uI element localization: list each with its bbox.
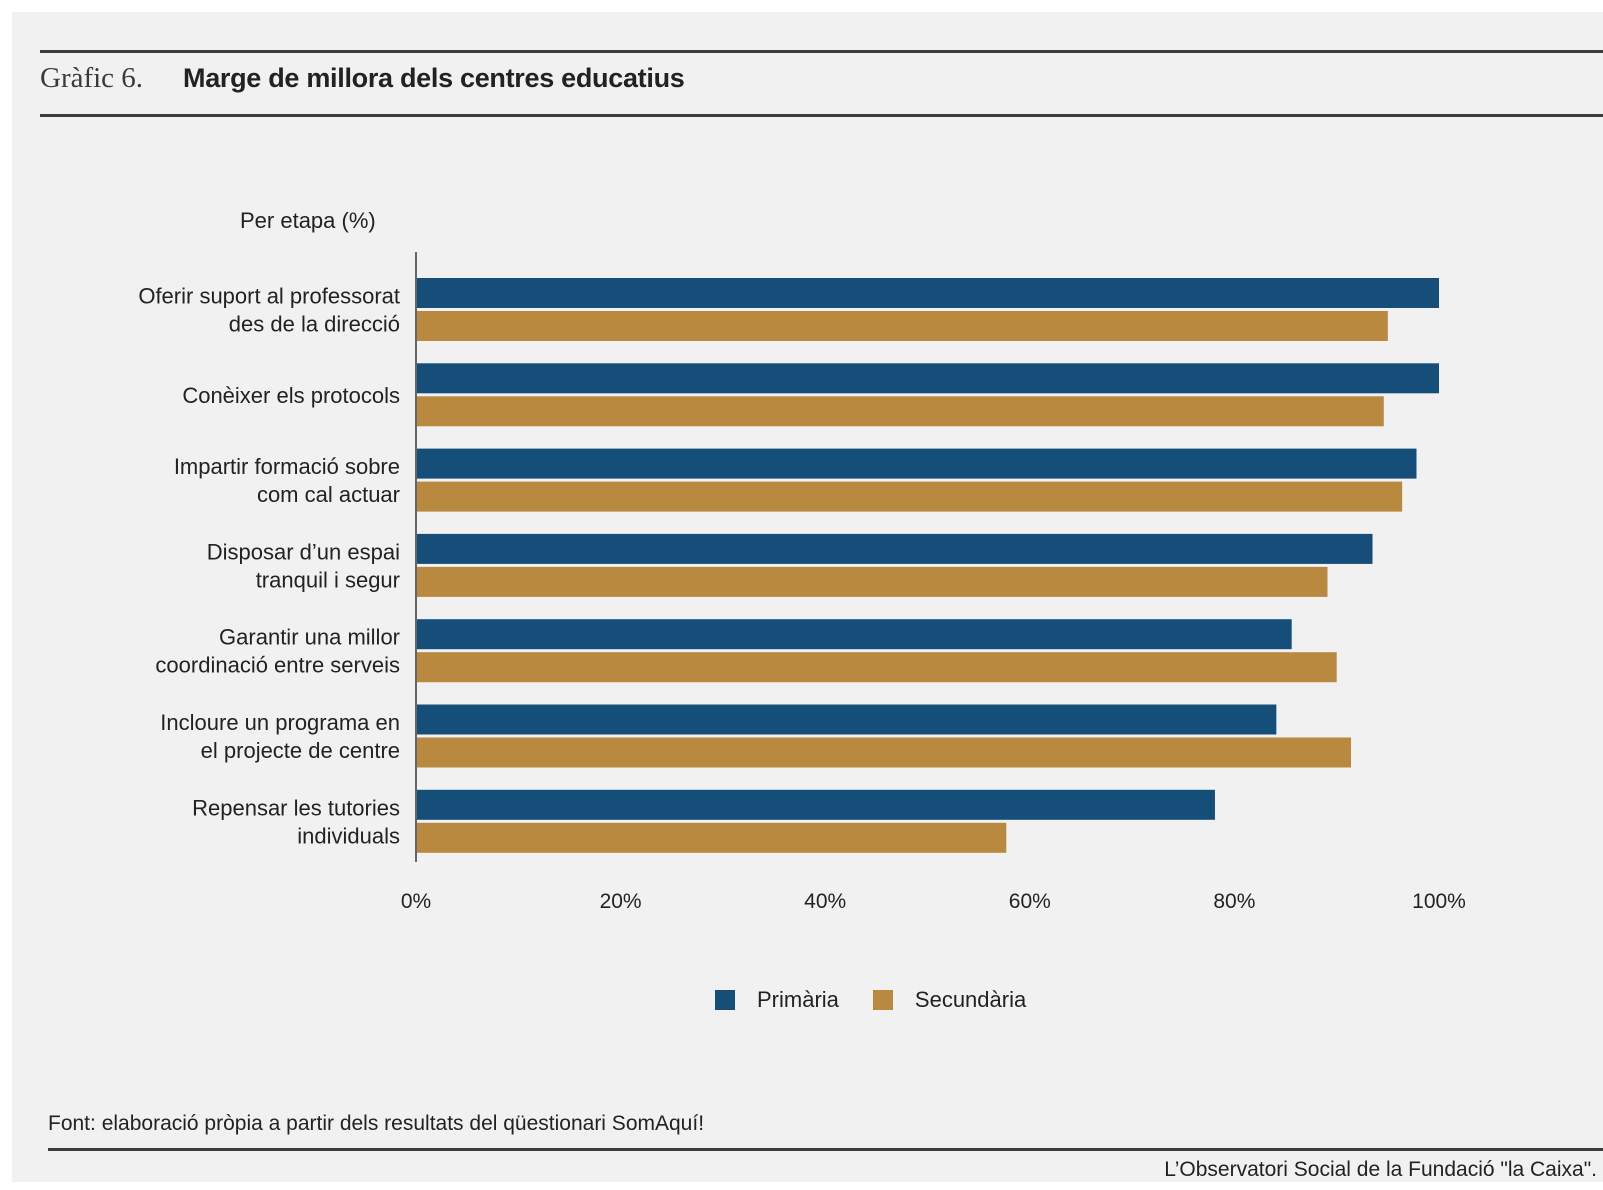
category-label-2: Impartir formació sobre com cal actuar xyxy=(174,454,400,507)
x-tick-label: 100% xyxy=(1412,890,1466,913)
bar-secundaria-6 xyxy=(416,822,1007,853)
chart-panel xyxy=(12,12,1603,1182)
chart-subtitle: Per etapa (%) xyxy=(240,208,376,233)
bar-primaria-2 xyxy=(416,448,1417,479)
x-tick-label: 80% xyxy=(1213,890,1255,913)
legend-label-secundaria: Secundària xyxy=(914,987,1027,1012)
legend-label-primaria: Primària xyxy=(757,987,839,1012)
figure-number: Gràfic 6. xyxy=(40,62,144,94)
legend-item-primaria: Primària xyxy=(715,987,839,1013)
bar-secundaria-3 xyxy=(416,566,1328,597)
x-tick-label: 60% xyxy=(1009,890,1051,913)
legend-item-secundaria: Secundària xyxy=(872,987,1027,1013)
bar-primaria-3 xyxy=(416,533,1373,564)
top-rule xyxy=(40,50,1603,53)
source-note: Font: elaboració pròpia a partir dels re… xyxy=(48,1112,705,1135)
category-label-6: Repensar les tutories individuals xyxy=(192,795,400,848)
bar-primaria-6 xyxy=(416,789,1215,820)
bar-primaria-1 xyxy=(416,363,1439,394)
category-label-3: Disposar d’un espai tranquil i segur xyxy=(207,539,400,592)
category-label-1: Conèixer els protocols xyxy=(182,383,400,408)
category-label-5: Incloure un programa en el projecte de ce… xyxy=(160,710,400,763)
bar-secundaria-1 xyxy=(416,396,1384,427)
category-label-0: Oferir suport al professorat des de la di… xyxy=(138,284,400,337)
bar-secundaria-4 xyxy=(416,652,1337,683)
x-tick-label: 20% xyxy=(600,890,642,913)
bar-primaria-5 xyxy=(416,704,1277,735)
x-tick-label: 0% xyxy=(401,890,431,913)
legend: Primària Secundària xyxy=(715,985,1060,1015)
bar-secundaria-5 xyxy=(416,737,1352,768)
legend-swatch-primaria xyxy=(715,990,735,1010)
legend-swatch-secundaria xyxy=(872,990,893,1010)
chart-title: Marge de millora dels centres educatius xyxy=(183,63,685,93)
bar-primaria-0 xyxy=(416,278,1439,308)
footer-rule xyxy=(48,1148,1603,1151)
bar-secundaria-0 xyxy=(416,311,1388,341)
x-tick-label: 40% xyxy=(804,890,846,913)
bar-secundaria-2 xyxy=(416,481,1403,512)
category-label-4: Garantir una millor coordinació entre ser… xyxy=(155,625,400,678)
title-underline-rule xyxy=(40,114,1603,117)
credit-line: L’Observatori Social de la Fundació "la … xyxy=(1164,1158,1597,1181)
bar-primaria-4 xyxy=(416,619,1292,650)
